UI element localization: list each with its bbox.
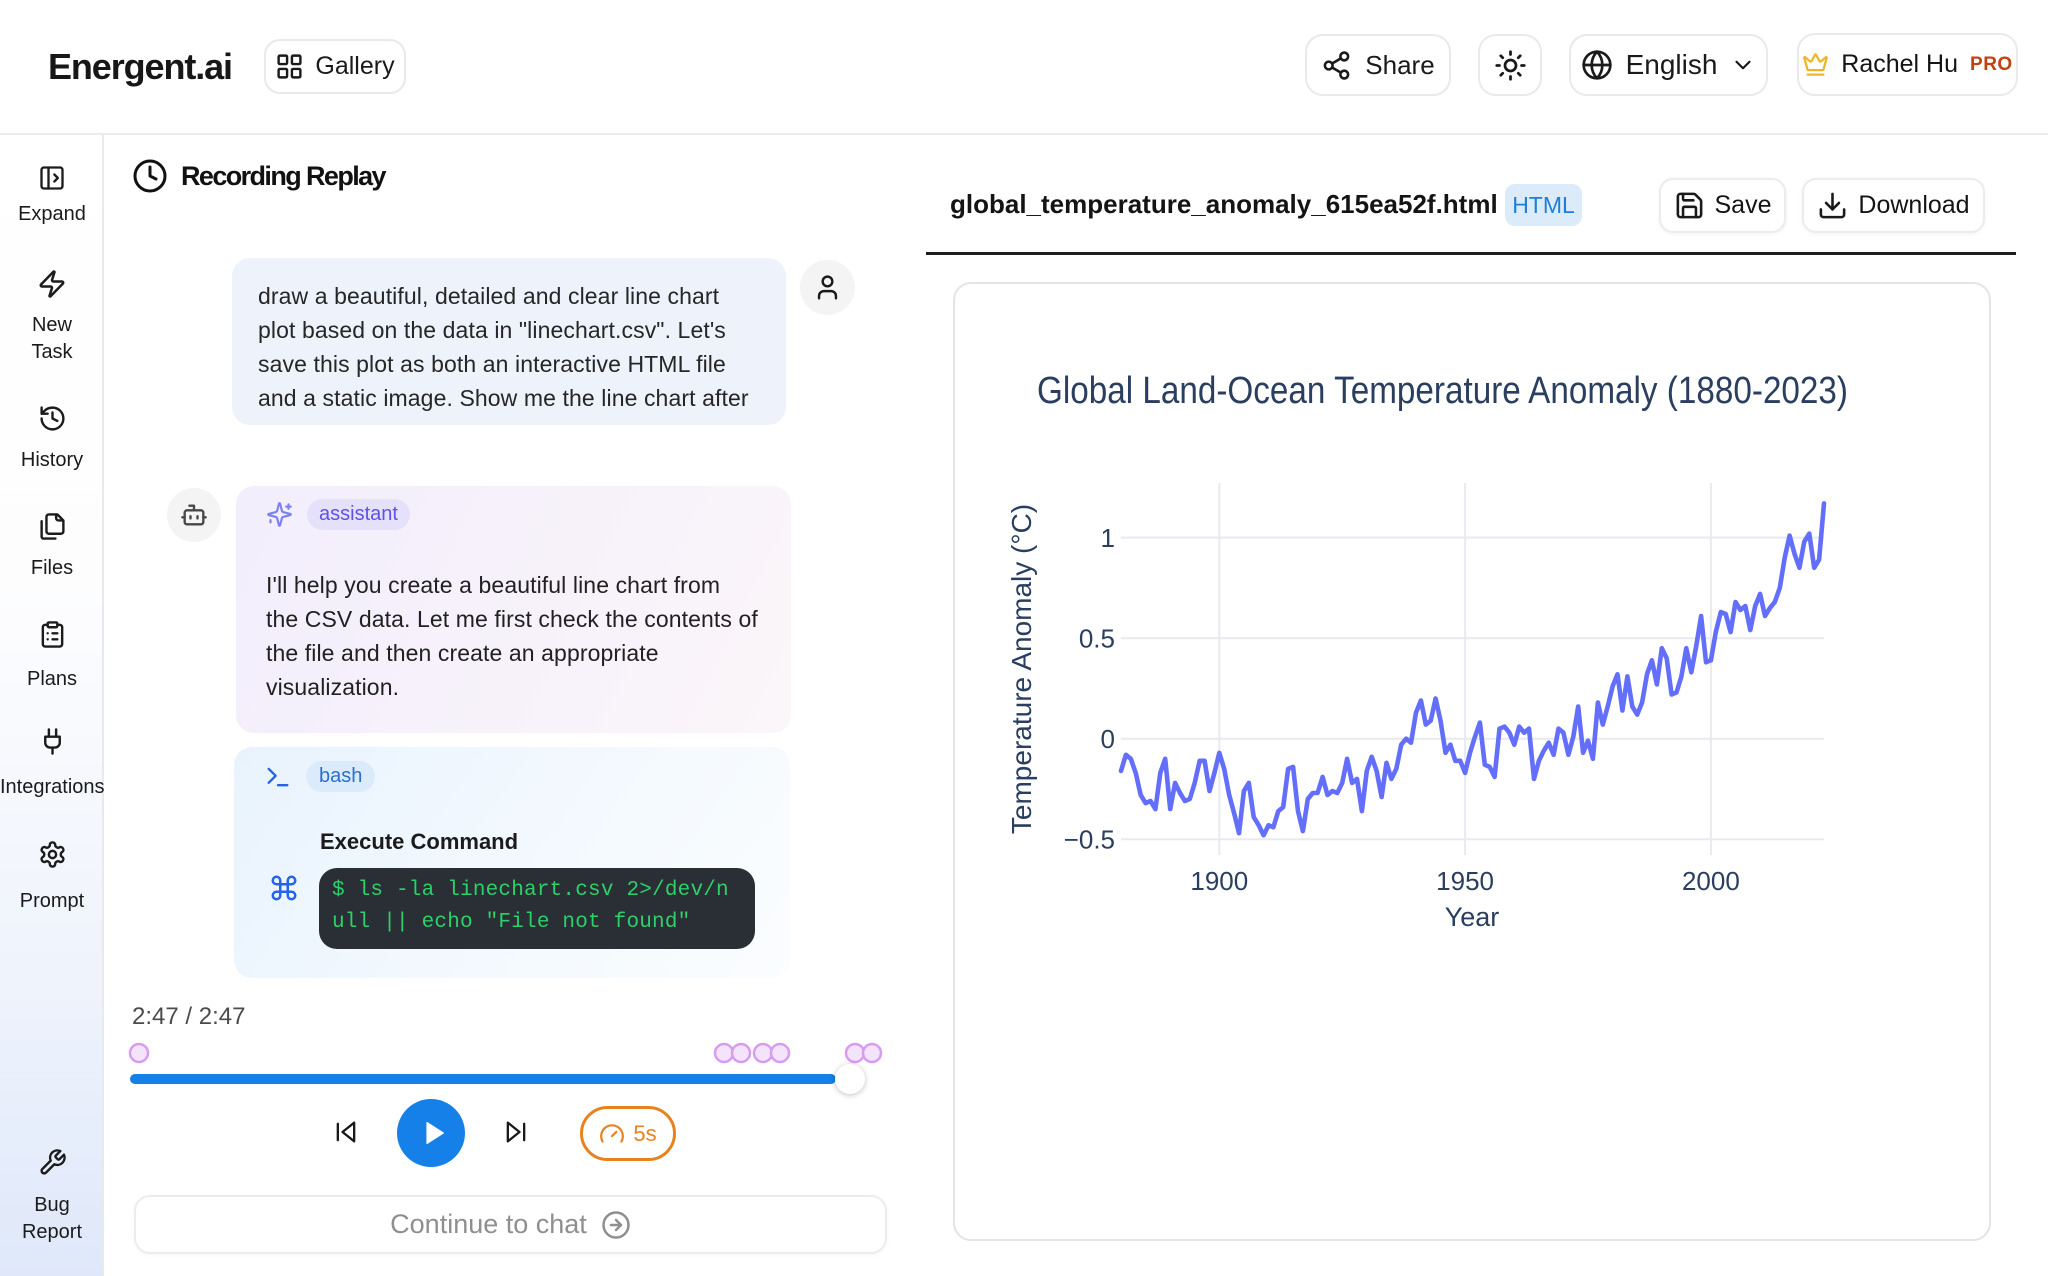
svg-text:2000: 2000 [1682, 866, 1740, 896]
svg-text:0: 0 [1101, 724, 1115, 754]
svg-text:0.5: 0.5 [1079, 624, 1115, 654]
svg-text:Global Land-Ocean Temperature: Global Land-Ocean Temperature Anomaly (1… [1037, 370, 1848, 412]
svg-text:1: 1 [1101, 523, 1115, 553]
svg-text:Year: Year [1445, 902, 1500, 932]
svg-text:Temperature Anomaly (°C): Temperature Anomaly (°C) [1006, 504, 1037, 834]
svg-text:1950: 1950 [1436, 866, 1494, 896]
svg-text:−0.5: −0.5 [1064, 825, 1115, 855]
svg-text:1900: 1900 [1190, 866, 1248, 896]
